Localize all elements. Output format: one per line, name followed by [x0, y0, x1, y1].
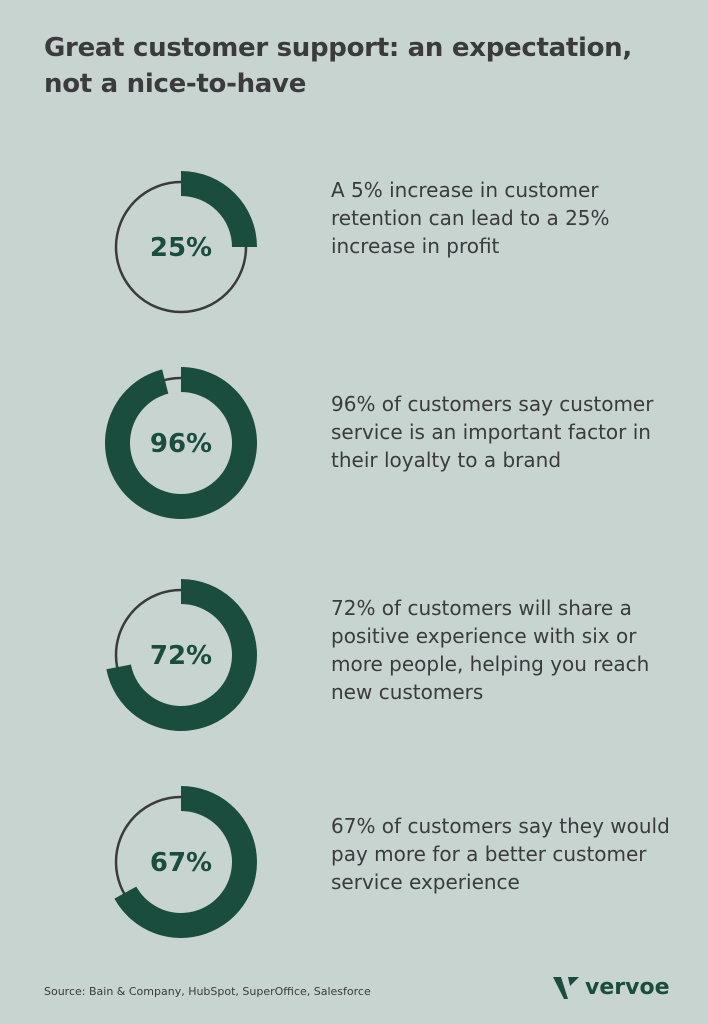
stat-description: A 5% increase in customer retention can … — [331, 178, 610, 258]
donut-label: 67% — [150, 848, 212, 878]
vervoe-logo: vervoe — [553, 975, 670, 1000]
donut-segment — [104, 367, 257, 519]
donut-chart: 72% — [96, 570, 266, 740]
page-title: Great customer support: an expectation, … — [44, 33, 632, 99]
vervoe-v-icon — [553, 976, 579, 999]
donut-segment — [181, 171, 257, 247]
stat-description: 67% of customers say they would pay more… — [331, 814, 670, 894]
donut-chart: 96% — [96, 358, 266, 528]
stat-description: 72% of customers will share a positive e… — [331, 596, 650, 704]
source-note: Source: Bain & Company, HubSpot, SuperOf… — [44, 985, 371, 998]
donut-chart: 67% — [96, 777, 266, 947]
donut-segment — [106, 579, 258, 731]
donut-chart: 25% — [96, 162, 266, 332]
donut-label: 96% — [150, 429, 212, 459]
stat-description: 96% of customers say customer service is… — [331, 392, 654, 472]
donut-label: 25% — [150, 233, 212, 263]
donut-segment — [114, 786, 257, 938]
logo-text: vervoe — [585, 975, 670, 1000]
donut-label: 72% — [150, 641, 212, 671]
